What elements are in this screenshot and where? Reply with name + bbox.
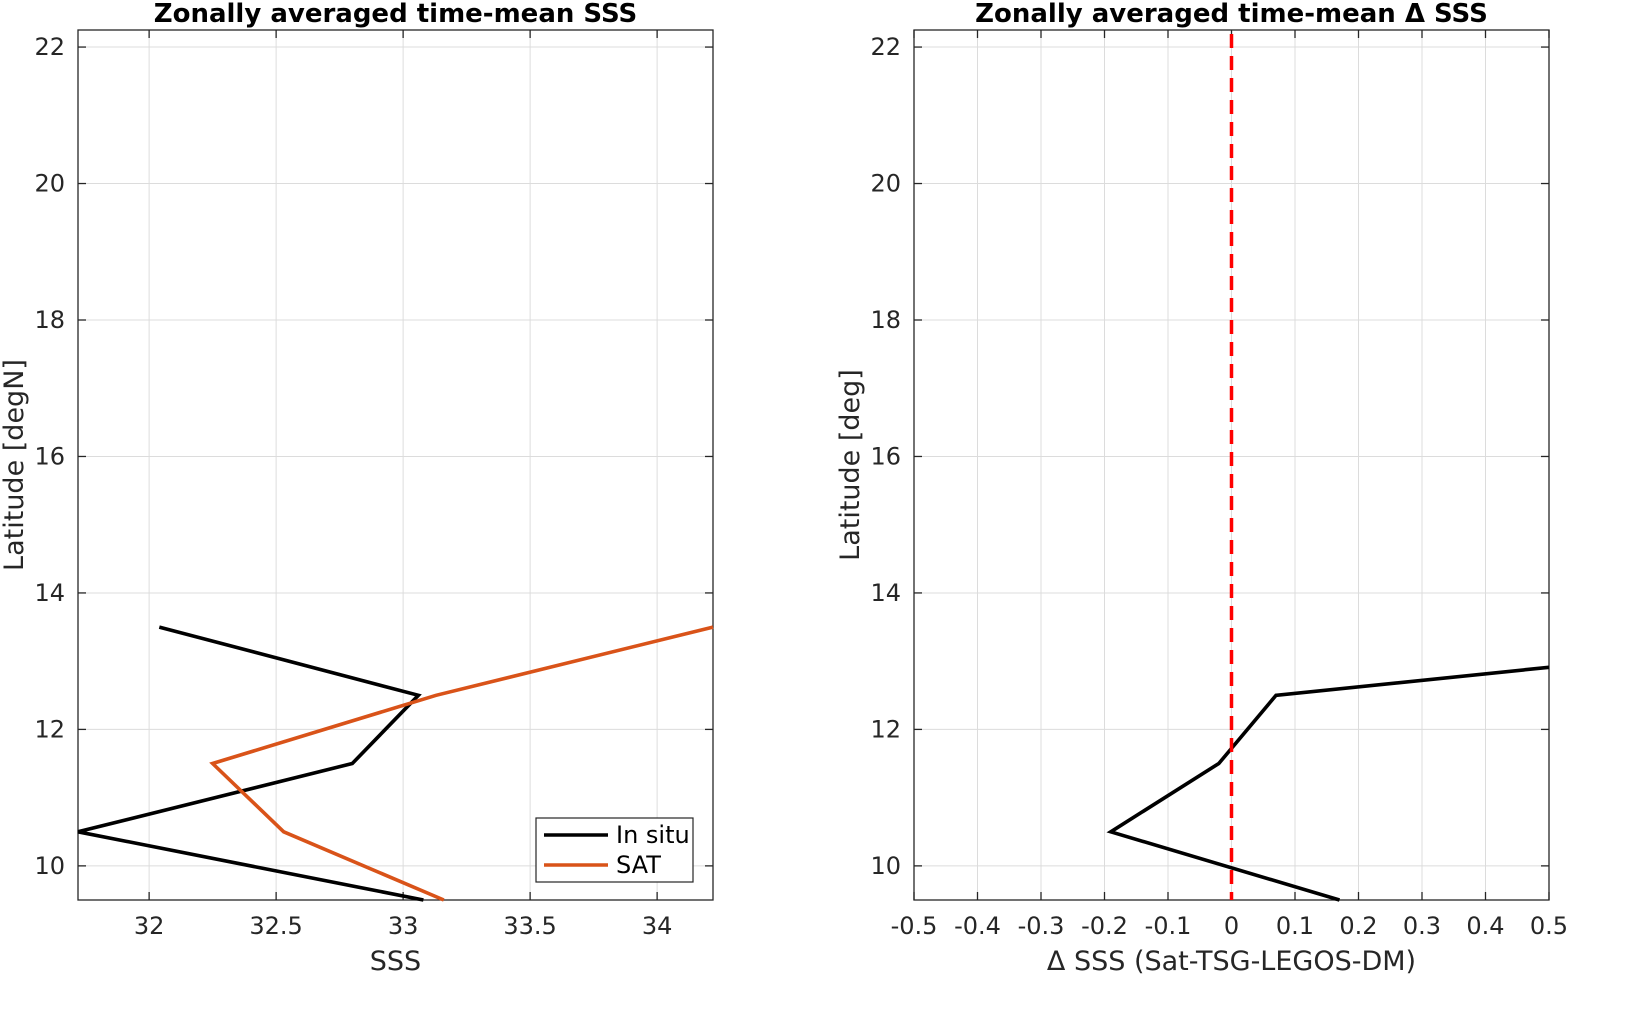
y-tick-label-10: 10 [34,852,65,880]
y-tick-label-18: 18 [34,306,65,334]
legend-label-sat: SAT [616,851,661,879]
legend-label-in-situ: In situ [616,821,690,849]
y-tick-label-18: 18 [870,306,901,334]
delta-sss-tick-labels: -0.5 -0.4 -0.3 -0.2 -0.1 0 0.1 0.2 0.3 0.4 0.5 10 12… [870,33,1568,940]
series-line-sat [209,625,714,902]
x-tick-label-m0p4: -0.4 [954,912,1001,940]
delta-sss-y-axis-label: Latitude [deg] [835,369,866,561]
y-tick-label-12: 12 [870,715,901,743]
x-tick-label-32: 32 [134,912,165,940]
series-line-in-situ [77,625,424,902]
x-tick-label-33: 33 [388,912,419,940]
x-tick-label-0p3: 0.3 [1403,912,1441,940]
sss-ticks [78,30,713,900]
sss-chart-title: Zonally averaged time-mean SSS [154,0,638,29]
x-tick-label-0p1: 0.1 [1276,912,1314,940]
x-tick-label-m0p5: -0.5 [891,912,938,940]
series-line-0 [1106,665,1550,902]
y-tick-label-10: 10 [870,852,901,880]
delta-sss-panel: -0.5 -0.4 -0.3 -0.2 -0.1 0 0.1 0.2 0.3 0.4 0.5 10 12… [835,0,1568,977]
delta-sss-x-axis-label: Δ SSS (Sat-TSG-LEGOS-DM) [1047,946,1416,977]
legend-box [535,817,694,883]
x-tick-label-m0p1: -0.1 [1145,912,1192,940]
x-tick-label-0: 0 [1224,912,1239,940]
delta-sss-series-lines [1106,665,1550,902]
y-tick-label-22: 22 [870,33,901,61]
x-tick-label-33p5: 33.5 [503,912,556,940]
y-tick-label-20: 20 [870,170,901,198]
y-tick-label-14: 14 [870,579,901,607]
x-tick-label-0p4: 0.4 [1466,912,1504,940]
x-tick-label-0p2: 0.2 [1339,912,1377,940]
sss-panel: 32 32.5 33 33.5 34 10 12 14 16 18 20 22 Zonally ave… [0,0,714,977]
y-tick-label-14: 14 [34,579,65,607]
y-tick-label-20: 20 [34,170,65,198]
sss-grid [78,30,713,900]
sss-y-axis-label: Latitude [degN] [0,359,30,571]
x-tick-label-0p5: 0.5 [1530,912,1568,940]
y-tick-label-16: 16 [870,442,901,470]
sss-axes-frame [77,29,714,901]
y-tick-label-16: 16 [34,442,65,470]
delta-sss-chart-title: Zonally averaged time-mean Δ SSS [975,0,1488,29]
sss-x-axis-label: SSS [370,946,421,977]
y-tick-label-22: 22 [34,33,65,61]
sss-tick-labels: 32 32.5 33 33.5 34 10 12 14 16 18 20 22 [34,33,672,940]
y-tick-label-12: 12 [34,715,65,743]
x-tick-label-34: 34 [642,912,673,940]
sss-series-lines [77,625,714,902]
x-tick-label-m0p2: -0.2 [1081,912,1128,940]
x-tick-label-32p5: 32.5 [249,912,302,940]
sss-legend: In situ SAT [535,817,694,883]
x-tick-label-m0p3: -0.3 [1018,912,1065,940]
